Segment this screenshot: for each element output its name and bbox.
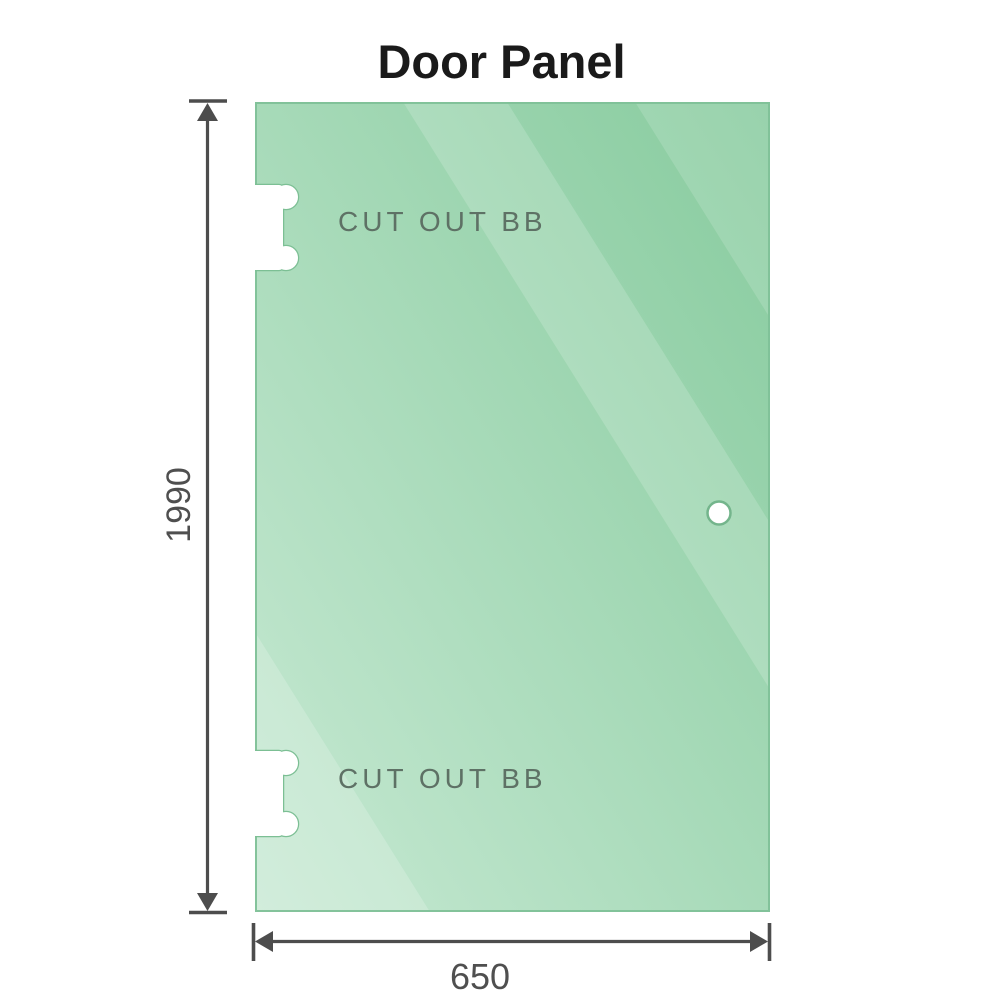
reflection-stripe (255, 632, 430, 912)
handle-hole (706, 500, 732, 526)
arrow-down-icon (197, 893, 218, 911)
width-dimension-line (251, 923, 772, 961)
width-dimension-value: 650 (449, 956, 511, 997)
glass-body (255, 102, 770, 912)
arrow-up-icon (197, 103, 218, 121)
height-dimension-line (189, 99, 227, 915)
page-title: Door Panel (377, 35, 626, 88)
cutout-label-top: CUT OUT BB (338, 206, 547, 237)
hinge-cutout-top (255, 185, 298, 270)
glass-edge (255, 102, 770, 912)
glass-panel (255, 102, 770, 912)
cutout-label-bottom: CUT OUT BB (338, 763, 547, 794)
height-dimension-value: 1990 (160, 467, 198, 543)
arrow-left-icon (255, 931, 273, 952)
hinge-cutout-bottom (255, 751, 298, 836)
arrow-right-icon (750, 931, 768, 952)
height-dimension-strokes (189, 99, 227, 915)
width-dimension-strokes (251, 923, 772, 961)
